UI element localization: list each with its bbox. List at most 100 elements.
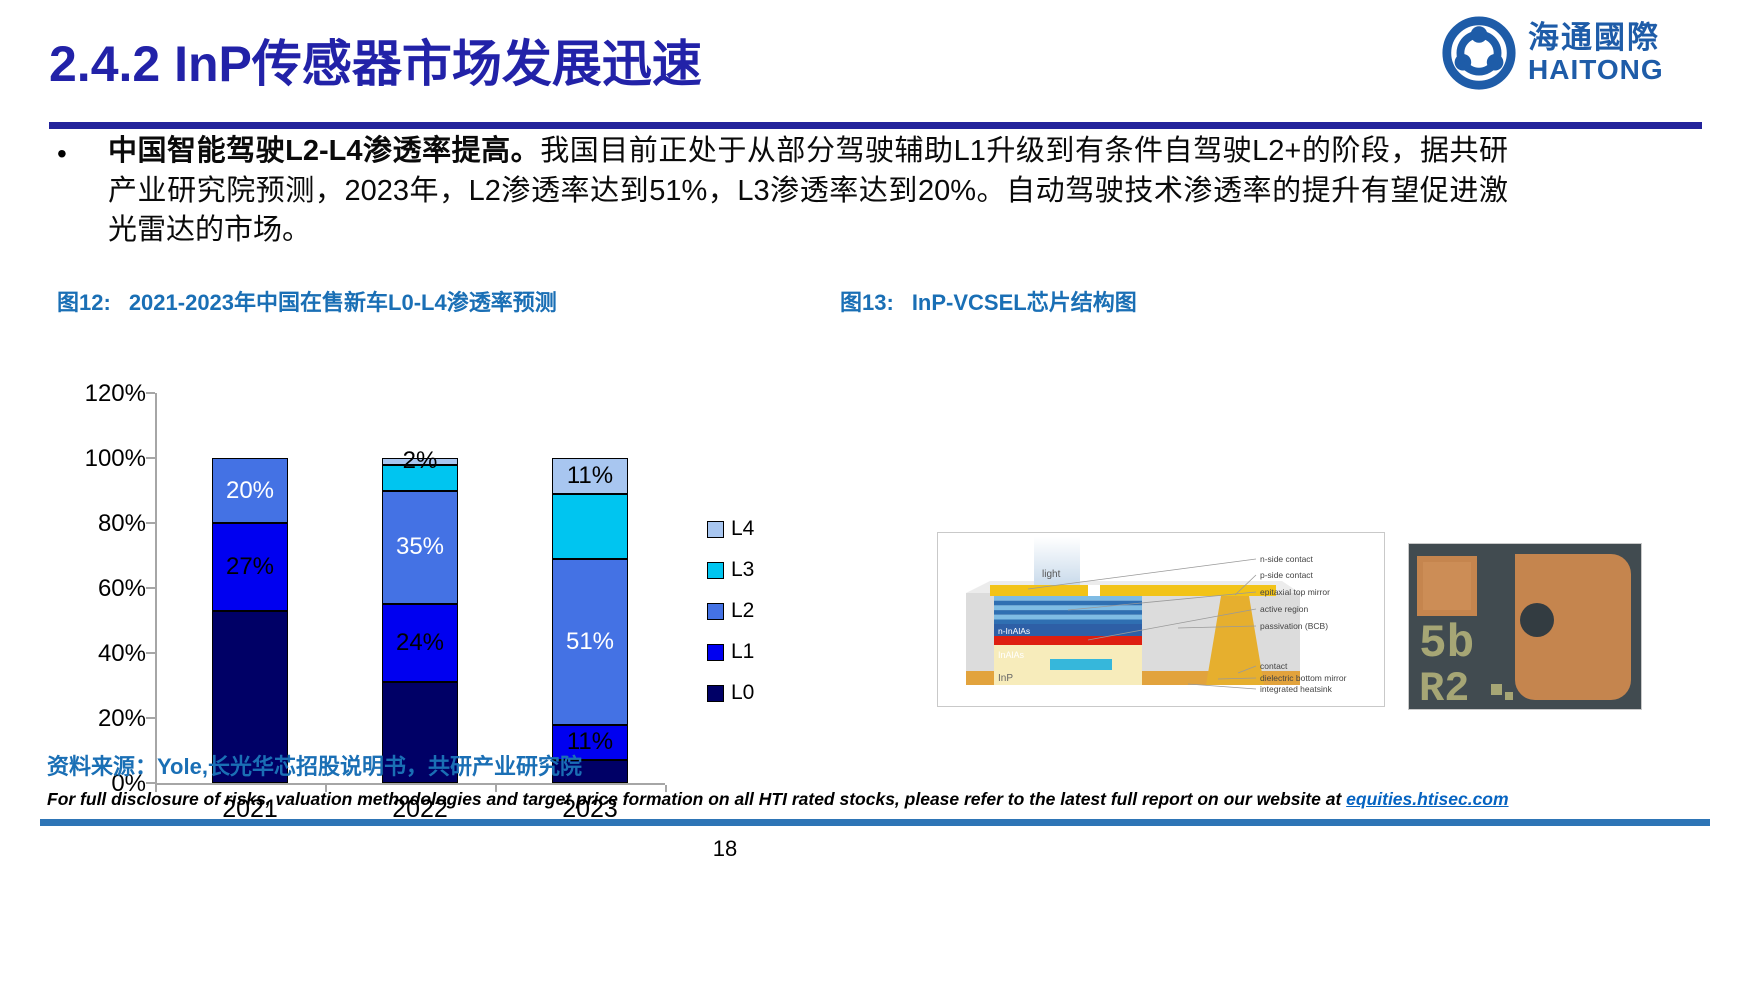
logo-text-zh: 海通國際 — [1528, 20, 1660, 56]
bar-segment-l4-2022 — [382, 458, 458, 465]
y-tick-label: 40% — [97, 640, 146, 667]
callout-active-region: active region — [1260, 604, 1308, 614]
x-axis-label: 2022 — [392, 795, 448, 823]
figure12-title: 2021-2023年中国在售新车L0-L4渗透率预测 — [128, 290, 557, 315]
chip-pad-large — [1515, 554, 1631, 700]
bar-segment-label: 27% — [225, 552, 275, 580]
bar-segment-label: 51% — [565, 627, 615, 655]
chip-marking-r2: R2 — [1419, 665, 1469, 709]
chip-fiducial-2 — [1505, 692, 1513, 700]
light-label: light — [1042, 569, 1061, 580]
vcsel-structure-diagram: n-InAlAs InAlAs InP light n-side contact… — [937, 532, 1385, 707]
n-inalas-layer — [994, 624, 1142, 636]
bar-segment-label: 11% — [566, 461, 614, 489]
bar-segment-l0-2021 — [212, 610, 288, 783]
bullet-paragraph: 中国智能驾驶L2-L4渗透率提高。我国目前正处于从部分驾驶辅助L1升级到有条件自… — [108, 132, 1508, 251]
figure12-label: 图12: — [57, 290, 111, 315]
title-divider — [49, 122, 1702, 129]
y-tick-mark — [146, 782, 155, 784]
legend-swatch-l3 — [707, 561, 724, 579]
legend-swatch-l2 — [707, 602, 724, 620]
source-note: 资料来源：Yole,长光华芯招股说明书，共研产业研究院 — [47, 754, 582, 779]
bottom-mirror-layer — [1050, 659, 1112, 670]
chip-aperture-circle — [1520, 603, 1554, 637]
page-number: 18 — [712, 836, 738, 861]
bar-segment-l0-2023 — [552, 760, 628, 783]
legend-label-l4: L4 — [731, 517, 755, 540]
bar-segment-l1-2022 — [382, 604, 458, 683]
penetration-stacked-bar-chart: 0% 20% 40% 60% 80% 100% 120% 27% 20% 2021 24% 35% 2%… — [60, 335, 840, 845]
bar-segment-l3-2022 — [382, 464, 458, 491]
light-beam — [1034, 537, 1080, 587]
y-tick-mark — [146, 717, 155, 719]
epitaxial-mirror-stripes — [994, 596, 1142, 624]
x-axis-line — [155, 783, 665, 785]
x-tick-mark — [325, 785, 327, 792]
bullet-lead-text: 中国智能驾驶L2-L4渗透率提高。 — [108, 135, 541, 167]
x-tick-mark — [495, 785, 497, 792]
y-tick-label: 20% — [97, 705, 146, 732]
x-tick-mark — [155, 785, 157, 792]
legend-item-l0: L0 — [707, 681, 754, 705]
bullet-body-text: 我国目前正处于从部分驾驶辅助L1升级到有条件自驾驶L2+的阶段，据共研产业研究院… — [108, 135, 1509, 246]
bar-segment-label: 20% — [225, 476, 275, 504]
bar-segment-label: 11% — [566, 728, 614, 756]
x-tick-mark — [665, 785, 667, 792]
bar-segment-l1-2021 — [212, 523, 288, 611]
legend-swatch-l1 — [707, 643, 724, 661]
bar-segment-label: 2% — [402, 447, 438, 475]
inp-label: InP — [998, 673, 1013, 684]
figure13-caption: 图13: InP-VCSEL芯片结构图 — [840, 285, 1137, 317]
y-tick-mark — [146, 457, 155, 459]
bar-segment-label: 35% — [395, 533, 445, 561]
y-tick-label: 60% — [97, 575, 146, 602]
y-tick-label: 80% — [97, 510, 146, 537]
bar-segment-l0-2022 — [382, 682, 458, 783]
disclosure-body: For full disclosure of risks, valuation … — [47, 789, 1347, 809]
y-tick-mark — [146, 522, 155, 524]
bar-segment-l3-2023 — [552, 493, 628, 559]
y-tick-mark — [146, 587, 155, 589]
callout-epitaxial-top-mirror: epitaxial top mirror — [1260, 587, 1330, 597]
x-axis-label: 2021 — [222, 795, 278, 823]
y-tick-label: 0% — [111, 770, 146, 797]
legend-item-l3: L3 — [707, 558, 754, 582]
chip-marking-5b: 5b — [1419, 618, 1474, 670]
figure13-label: 图13: — [840, 290, 894, 315]
n-inalas-label: n-InAlAs — [998, 626, 1030, 636]
callout-contact: contact — [1260, 661, 1288, 671]
legend-item-l1: L1 — [707, 640, 754, 664]
callout-labels: n-side contact p-side contact epitaxial … — [1260, 554, 1347, 694]
callout-n-side-contact: n-side contact — [1260, 554, 1314, 564]
y-tick-label: 120% — [84, 380, 146, 407]
y-axis-line — [155, 393, 157, 785]
legend-item-l2: L2 — [707, 599, 754, 623]
bar-segment-l2-2022 — [382, 490, 458, 605]
bar-segment-l2-2023 — [552, 558, 628, 725]
bar-segment-l4-2023 — [552, 458, 628, 494]
haitong-logo-icon — [1442, 16, 1516, 90]
callout-lines — [1027, 558, 1257, 690]
legend-label-l3: L3 — [731, 558, 755, 581]
inalas-label: InAlAs — [998, 650, 1025, 660]
callout-passivation: passivation (BCB) — [1260, 621, 1328, 631]
y-tick-label: 100% — [84, 445, 146, 472]
legend-label-l1: L1 — [731, 640, 755, 663]
disclosure-link[interactable]: equities.htisec.com — [1346, 789, 1509, 809]
figure13-title: InP-VCSEL芯片结构图 — [911, 290, 1137, 315]
footer-divider — [40, 819, 1710, 826]
legend-label-l0: L0 — [731, 681, 755, 704]
legend-item-l4: L4 — [707, 517, 754, 541]
bar-segment-l1-2023 — [552, 724, 628, 761]
y-tick-mark — [146, 392, 155, 394]
page-title: 2.4.2 InP传感器市场发展迅速 — [49, 36, 702, 92]
disclosure-text: For full disclosure of risks, valuation … — [47, 789, 1687, 810]
callout-dielectric-bottom-mirror: dielectric bottom mirror — [1260, 673, 1347, 683]
figure12-caption: 图12: 2021-2023年中国在售新车L0-L4渗透率预测 — [57, 285, 557, 317]
legend-swatch-l4 — [707, 520, 724, 538]
top-contact-layer — [990, 585, 1276, 596]
logo-text-en: HAITONG — [1528, 53, 1664, 85]
callout-integrated-heatsink: integrated heatsink — [1260, 684, 1333, 694]
x-axis-label: 2023 — [562, 795, 618, 823]
legend-label-l2: L2 — [731, 599, 755, 622]
